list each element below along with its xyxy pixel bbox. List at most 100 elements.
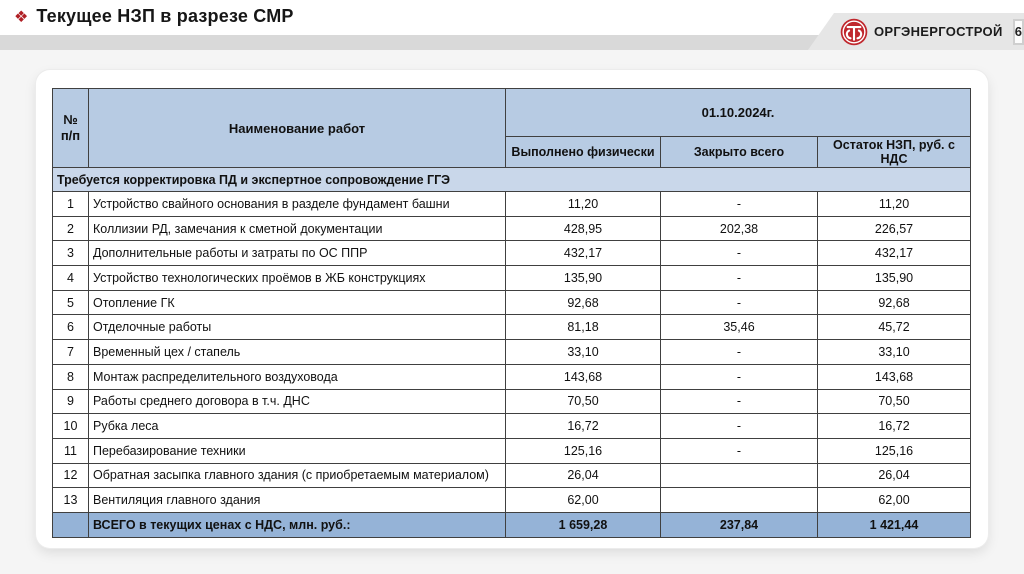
row-num-cell: 11 [52, 437, 89, 464]
row-num-cell: 1 [52, 191, 89, 217]
table-row: 4 Устройство технологических проёмов в Ж… [52, 265, 971, 291]
row-name-cell: Отделочные работы [88, 314, 506, 341]
row-done-cell: 16,72 [505, 413, 661, 439]
row-remainder-cell: 26,04 [817, 462, 971, 489]
row-closed-cell: - [660, 265, 818, 291]
row-remainder-cell: 92,68 [817, 289, 971, 316]
row-name-cell: Монтаж распределительного воздуховода [88, 363, 506, 390]
row-closed-cell: - [660, 437, 818, 464]
total-label: ВСЕГО в текущих ценах с НДС, млн. руб.: [88, 511, 506, 538]
table-row: 7 Временный цех / стапель 33,10 - 33,10 [52, 339, 971, 365]
row-done-cell: 92,68 [505, 289, 661, 316]
row-done-cell: 62,00 [505, 487, 661, 513]
row-remainder-cell: 125,16 [817, 437, 971, 464]
table-row: 6 Отделочные работы 81,18 35,46 45,72 [52, 314, 971, 341]
table-row: 3 Дополнительные работы и затраты по ОС … [52, 240, 971, 267]
row-name-cell: Вентиляция главного здания [88, 487, 506, 513]
content-card: № п/п Наименование работ 01.10.2024г. Вы… [36, 70, 988, 548]
row-remainder-cell: 135,90 [817, 265, 971, 291]
row-done-cell: 33,10 [505, 339, 661, 365]
table-row: 13 Вентиляция главного здания 62,00 62,0… [52, 487, 971, 513]
page-number: 6 [1014, 24, 1022, 39]
row-remainder-cell: 432,17 [817, 240, 971, 267]
table-row: 1 Устройство свайного основания в раздел… [52, 191, 971, 217]
row-num-cell: 9 [52, 388, 89, 415]
row-done-cell: 135,90 [505, 265, 661, 291]
row-closed-cell: - [660, 240, 818, 267]
company-logo-icon [840, 18, 868, 45]
col-header-closed: Закрыто всего [660, 136, 818, 168]
col-header-name: Наименование работ [88, 88, 506, 168]
total-done-cell: 1 659,28 [505, 511, 661, 538]
row-done-cell: 432,17 [505, 240, 661, 267]
row-name-cell: Коллизии РД, замечания к сметной докумен… [88, 215, 506, 242]
row-remainder-cell: 16,72 [817, 413, 971, 439]
row-num-cell: 8 [52, 363, 89, 390]
col-header-num: № п/п [52, 88, 89, 168]
row-done-cell: 70,50 [505, 388, 661, 415]
row-done-cell: 125,16 [505, 437, 661, 464]
col-header-date-group: 01.10.2024г. [505, 88, 971, 137]
row-closed-cell: - [660, 289, 818, 316]
slide-header: ❖ Текущее НЗП в разрезе СМР [14, 6, 294, 27]
row-done-cell: 428,95 [505, 215, 661, 242]
table-row: 8 Монтаж распределительного воздуховода … [52, 363, 971, 390]
page-title: Текущее НЗП в разрезе СМР [36, 6, 294, 26]
row-num-cell: 10 [52, 413, 89, 439]
total-remainder-cell: 1 421,44 [817, 511, 971, 538]
page-number-box: 6 [1012, 18, 1024, 45]
row-done-cell: 11,20 [505, 191, 661, 217]
row-remainder-cell: 45,72 [817, 314, 971, 341]
row-closed-cell [660, 462, 818, 489]
row-name-cell: Перебазирование техники [88, 437, 506, 464]
row-num-cell: 5 [52, 289, 89, 316]
row-name-cell: Устройство технологических проёмов в ЖБ … [88, 265, 506, 291]
row-name-cell: Обратная засыпка главного здания (с прио… [88, 462, 506, 489]
header-row-top: № п/п Наименование работ 01.10.2024г. [52, 88, 971, 168]
nzp-table: № п/п Наименование работ 01.10.2024г. Вы… [52, 88, 971, 538]
row-num-cell: 12 [52, 462, 89, 489]
table-body: Требуется корректировка ПД и экспертное … [52, 167, 971, 538]
row-remainder-cell: 143,68 [817, 363, 971, 390]
row-closed-cell: - [660, 388, 818, 415]
row-num-cell: 13 [52, 487, 89, 513]
row-closed-cell: 202,38 [660, 215, 818, 242]
row-done-cell: 143,68 [505, 363, 661, 390]
table-row: 12 Обратная засыпка главного здания (с п… [52, 462, 971, 489]
row-remainder-cell: 62,00 [817, 487, 971, 513]
table-row: 2 Коллизии РД, замечания к сметной докум… [52, 215, 971, 242]
table-row: 11 Перебазирование техники 125,16 - 125,… [52, 437, 971, 464]
section-header-label: Требуется корректировка ПД и экспертное … [52, 167, 971, 192]
row-done-cell: 81,18 [505, 314, 661, 341]
header-divider-band [0, 35, 1024, 50]
row-closed-cell [660, 487, 818, 513]
row-name-cell: Дополнительные работы и затраты по ОС ПП… [88, 240, 506, 267]
row-closed-cell: - [660, 413, 818, 439]
diamond-bullet-icon: ❖ [14, 8, 29, 26]
section-header-row: Требуется корректировка ПД и экспертное … [52, 167, 971, 192]
total-row: ВСЕГО в текущих ценах с НДС, млн. руб.: … [52, 511, 971, 538]
table-row: 5 Отопление ГК 92,68 - 92,68 [52, 289, 971, 316]
company-name: ОРГЭНЕРГОСТРОЙ [874, 24, 1003, 39]
logo-plate: ОРГЭНЕРГОСТРОЙ 6 [808, 13, 1024, 50]
row-closed-cell: - [660, 191, 818, 217]
total-num-cell [52, 511, 89, 538]
row-name-cell: Работы среднего договора в т.ч. ДНС [88, 388, 506, 415]
total-closed-cell: 237,84 [660, 511, 818, 538]
row-remainder-cell: 11,20 [817, 191, 971, 217]
row-name-cell: Временный цех / стапель [88, 339, 506, 365]
row-remainder-cell: 70,50 [817, 388, 971, 415]
row-num-cell: 2 [52, 215, 89, 242]
row-num-cell: 4 [52, 265, 89, 291]
table-row: 10 Рубка леса 16,72 - 16,72 [52, 413, 971, 439]
table-header: № п/п Наименование работ 01.10.2024г. Вы… [52, 88, 971, 168]
col-header-remainder: Остаток НЗП, руб. с НДС [817, 136, 971, 168]
row-done-cell: 26,04 [505, 462, 661, 489]
row-closed-cell: - [660, 363, 818, 390]
header-row-sub: Выполнено физически Закрыто всего Остато… [53, 136, 971, 168]
row-remainder-cell: 226,57 [817, 215, 971, 242]
row-num-cell: 7 [52, 339, 89, 365]
row-closed-cell: - [660, 339, 818, 365]
row-remainder-cell: 33,10 [817, 339, 971, 365]
row-num-cell: 6 [52, 314, 89, 341]
